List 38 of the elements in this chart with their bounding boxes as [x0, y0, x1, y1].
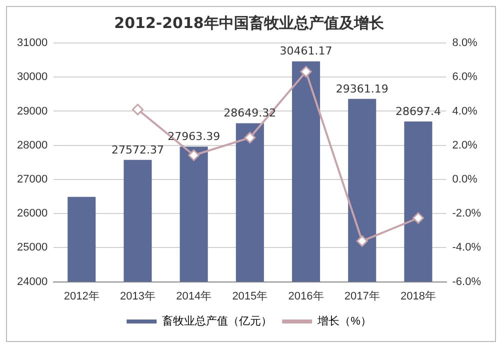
x-tick-label: 2013年	[120, 290, 156, 302]
point	[356, 235, 368, 247]
legend-label: 增长（%）	[316, 314, 372, 328]
data-label: 30461.17	[280, 44, 332, 58]
point	[188, 149, 200, 161]
x-tick-label: 2015年	[232, 290, 268, 302]
point	[300, 66, 312, 78]
data-label: 28697.4	[395, 104, 441, 118]
x-tick-label: 2017年	[344, 290, 380, 302]
x-tick-label: 2012年	[64, 290, 100, 302]
legend-label: 畜牧业总产值（亿元）	[162, 314, 272, 328]
data-label: 29361.19	[336, 82, 388, 96]
y-tick-label: 28000	[16, 139, 48, 152]
y2-tick-label: 2.0%	[452, 139, 478, 152]
x-tick-label: 2016年	[288, 290, 324, 302]
y-tick-label: 25000	[16, 242, 48, 254]
data-label: 28649.32	[224, 106, 276, 120]
y-tick-label: 31000	[16, 37, 48, 50]
y2-tick-label: 6.0%	[452, 71, 478, 84]
y-tick-label: 29000	[16, 105, 48, 118]
y2-tick-label: -2.0%	[452, 208, 482, 220]
y-tick-label: 24000	[16, 276, 48, 288]
y-tick-label: 26000	[16, 208, 48, 220]
chart-title: 2012-2018年中国畜牧业总产值及增长	[114, 14, 385, 32]
y2-tick-label: 8.0%	[452, 37, 478, 50]
point	[132, 104, 144, 116]
x-tick-label: 2014年	[176, 290, 212, 302]
point	[412, 212, 424, 224]
y-tick-label: 30000	[16, 71, 48, 84]
y-tick-label: 27000	[16, 173, 48, 186]
y2-tick-label: -6.0%	[452, 276, 482, 288]
point	[244, 132, 256, 144]
x-tick-label: 2018年	[400, 290, 436, 302]
data-label: 27963.39	[168, 130, 220, 143]
y2-tick-label: 4.0%	[452, 105, 478, 118]
y2-tick-label: 0.0%	[452, 173, 478, 186]
data-label: 27572.37	[111, 143, 164, 156]
y2-tick-label: -4.0%	[452, 242, 482, 254]
